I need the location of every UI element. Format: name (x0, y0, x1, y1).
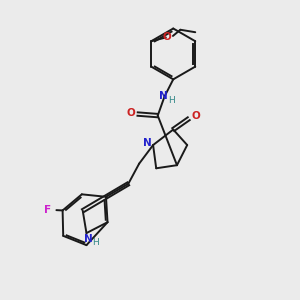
Text: N: N (84, 234, 92, 244)
Text: O: O (191, 111, 200, 121)
Text: N: N (142, 139, 151, 148)
Text: F: F (44, 205, 51, 215)
Text: O: O (126, 108, 135, 118)
Text: H: H (168, 96, 175, 105)
Text: H: H (92, 238, 99, 247)
Text: O: O (163, 32, 172, 43)
Text: N: N (159, 91, 167, 101)
